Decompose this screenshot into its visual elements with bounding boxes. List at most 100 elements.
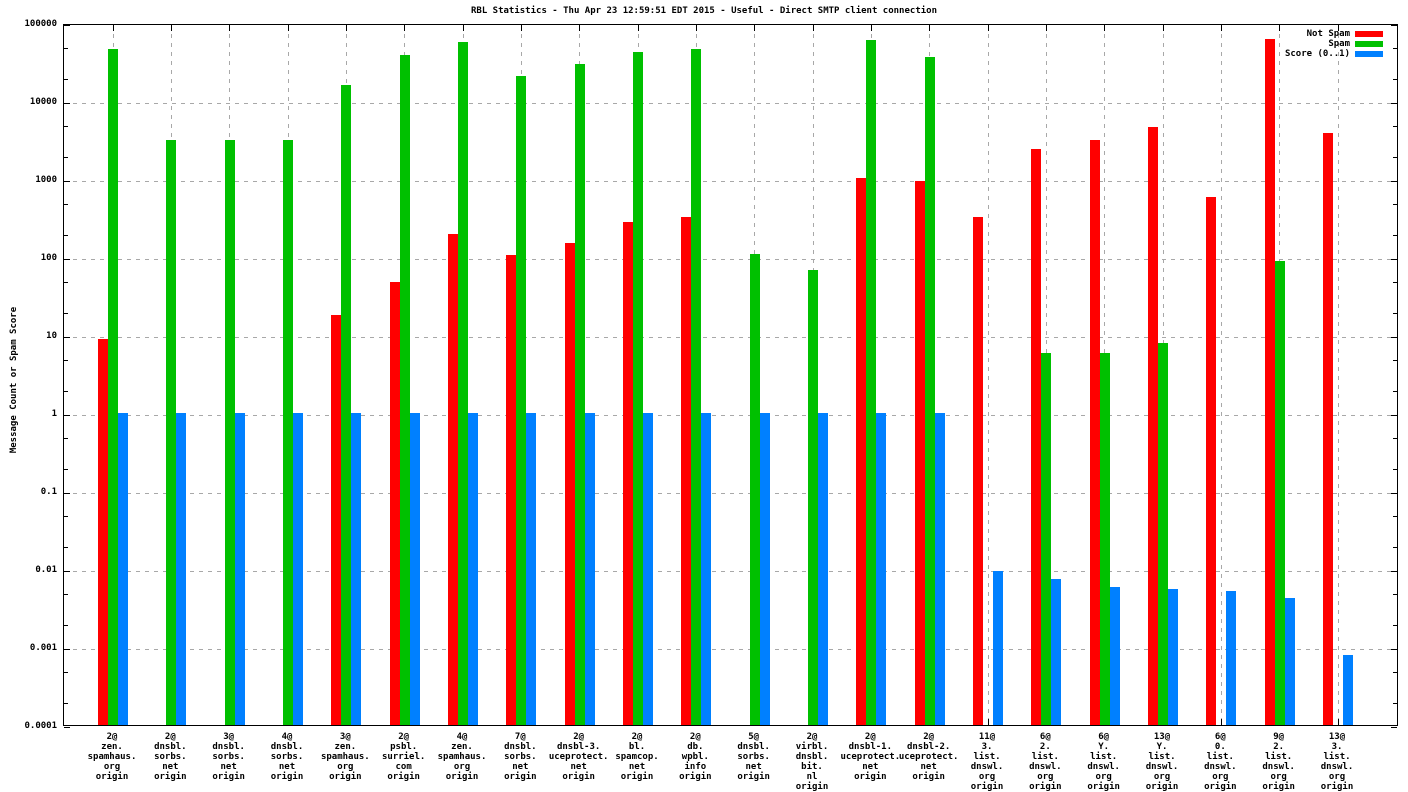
y-major-tick <box>64 492 70 494</box>
legend-label: Not Spam <box>1306 29 1350 39</box>
bar-score <box>876 413 887 725</box>
x-tick-label-line: 6@ <box>1098 732 1110 742</box>
y-minor-tick <box>1393 593 1397 595</box>
x-top-tick <box>1279 25 1281 31</box>
y-minor-tick <box>1393 235 1397 237</box>
x-tick-label: 13@ Y. list. dnswl. org origin <box>1120 732 1204 792</box>
legend-swatch <box>1355 41 1383 47</box>
legend-row: Score (0..1) <box>1285 49 1383 59</box>
x-tick-label-line: org <box>1037 772 1054 782</box>
y-tick-label: 10 <box>46 331 57 341</box>
y-major-tick <box>64 24 70 26</box>
y-tick-label: 10000 <box>29 97 57 107</box>
x-tick-label: 6@ 0. list. dnswl. org origin <box>1178 732 1262 792</box>
bar-score <box>1343 654 1353 725</box>
x-tick-label-line: net <box>862 762 879 772</box>
x-top-tick <box>987 25 989 31</box>
bar-spam <box>224 139 235 725</box>
x-tick-label-line: net <box>512 762 529 772</box>
y-tick-label: 1000 <box>35 175 57 185</box>
bar-spam <box>283 139 293 725</box>
bar-score <box>934 413 945 725</box>
x-tick-label-line: 7@ <box>514 732 526 742</box>
bar-score <box>1284 597 1295 725</box>
x-tick-label-line: net <box>278 762 296 772</box>
x-tick-label-line: 2@ <box>631 732 643 742</box>
x-tick-label-line: list. <box>1090 752 1118 762</box>
legend-swatch <box>1355 51 1383 57</box>
x-tick-label: 2@ dnsbl-3. uceprotect. net origin <box>537 732 621 782</box>
x-tick-label: 2@ dnsbl-1. uceprotect. net origin <box>828 732 912 782</box>
x-tick-label-line: 3@ <box>223 732 235 742</box>
y-major-tick <box>1391 414 1397 416</box>
bar-score <box>993 570 1003 725</box>
x-tick-label-line: dnsbl. <box>154 742 187 752</box>
y-minor-tick <box>1393 125 1397 127</box>
x-tick-label-line: org <box>1328 772 1346 782</box>
bar-not-spam <box>1148 127 1158 725</box>
bar-spam <box>1158 342 1168 725</box>
x-tick-label-line: list. <box>1323 752 1351 762</box>
x-tick-label-line: origin <box>1262 782 1295 792</box>
x-tick-label-line: dnswl. <box>1204 762 1237 772</box>
x-top-tick <box>579 25 581 31</box>
x-tick-label-line: origin <box>854 772 887 782</box>
y-gridline <box>64 258 1397 260</box>
x-tick-label-line: 3. <box>981 742 993 752</box>
x-tick-label-line: org <box>1153 772 1171 782</box>
x-tick-label: 6@ 2. list. dnswl. org origin <box>1003 732 1087 792</box>
x-top-tick <box>1162 25 1164 31</box>
x-tick-label-line: 5@ <box>748 732 760 742</box>
y-tick-label: 0.0001 <box>24 721 57 731</box>
y-major-tick <box>1391 336 1397 338</box>
bar-score <box>1226 590 1237 725</box>
y-minor-tick <box>64 671 68 673</box>
x-tick-label-line: 13@ <box>1153 732 1171 742</box>
bar-score <box>526 413 537 725</box>
x-tick-label-line: org <box>1212 772 1229 782</box>
x-tick-label-line: info <box>684 762 707 772</box>
x-tick-label-line: Y. <box>1098 742 1110 752</box>
y-minor-tick <box>1393 313 1397 315</box>
x-tick-label-line: dnsbl. <box>270 742 304 752</box>
x-tick-label-line: 2@ <box>573 732 585 742</box>
x-tick-label-line: zen. <box>451 742 473 752</box>
x-tick-label-line: sorbs. <box>212 752 245 762</box>
bar-spam <box>458 42 468 725</box>
x-tick-label-line: origin <box>912 772 945 782</box>
x-tick-label-line: dnswl. <box>1145 762 1179 772</box>
legend-swatch <box>1355 31 1383 37</box>
y-minor-tick <box>1393 469 1397 471</box>
bar-score <box>818 413 828 725</box>
y-tick-label: 0.001 <box>29 643 57 653</box>
x-tick-label-line: org <box>1095 772 1112 782</box>
bar-score <box>293 413 303 725</box>
x-tick-label-line: bl. <box>628 742 646 752</box>
x-tick-label-line: net <box>220 762 237 772</box>
bar-spam <box>399 54 410 725</box>
x-tick-label-line: net <box>920 762 937 772</box>
y-minor-tick <box>1393 625 1397 627</box>
y-minor-tick <box>1393 203 1397 205</box>
x-tick-label-line: origin <box>1145 782 1179 792</box>
x-tick-label-line: net <box>745 762 762 772</box>
x-tick-label-line: dnswl. <box>970 762 1004 772</box>
y-gridline <box>64 336 1397 338</box>
x-tick-label-line: spamhaus. <box>437 752 487 762</box>
x-tick-label-line: origin <box>737 772 770 782</box>
bar-not-spam <box>1323 132 1333 725</box>
x-tick-label-line: 6@ <box>1039 732 1051 742</box>
x-tick-label-line: 2. <box>1039 742 1051 752</box>
x-tick-label-line: sorbs. <box>154 752 187 762</box>
bar-not-spam <box>564 243 575 725</box>
x-tick-label: 2@ dnsbl. sorbs. net origin <box>128 732 212 782</box>
y-minor-tick <box>64 125 68 127</box>
x-top-tick <box>345 25 347 31</box>
x-tick-label-line: 6@ <box>1214 732 1226 742</box>
x-tick-label-line: nl <box>806 772 818 782</box>
x-tick-label-line: zen. <box>101 742 123 752</box>
x-tick-label-line: virbl. <box>795 742 829 752</box>
bar-spam <box>574 64 585 725</box>
x-tick-label-line: dnsbl. <box>795 752 829 762</box>
